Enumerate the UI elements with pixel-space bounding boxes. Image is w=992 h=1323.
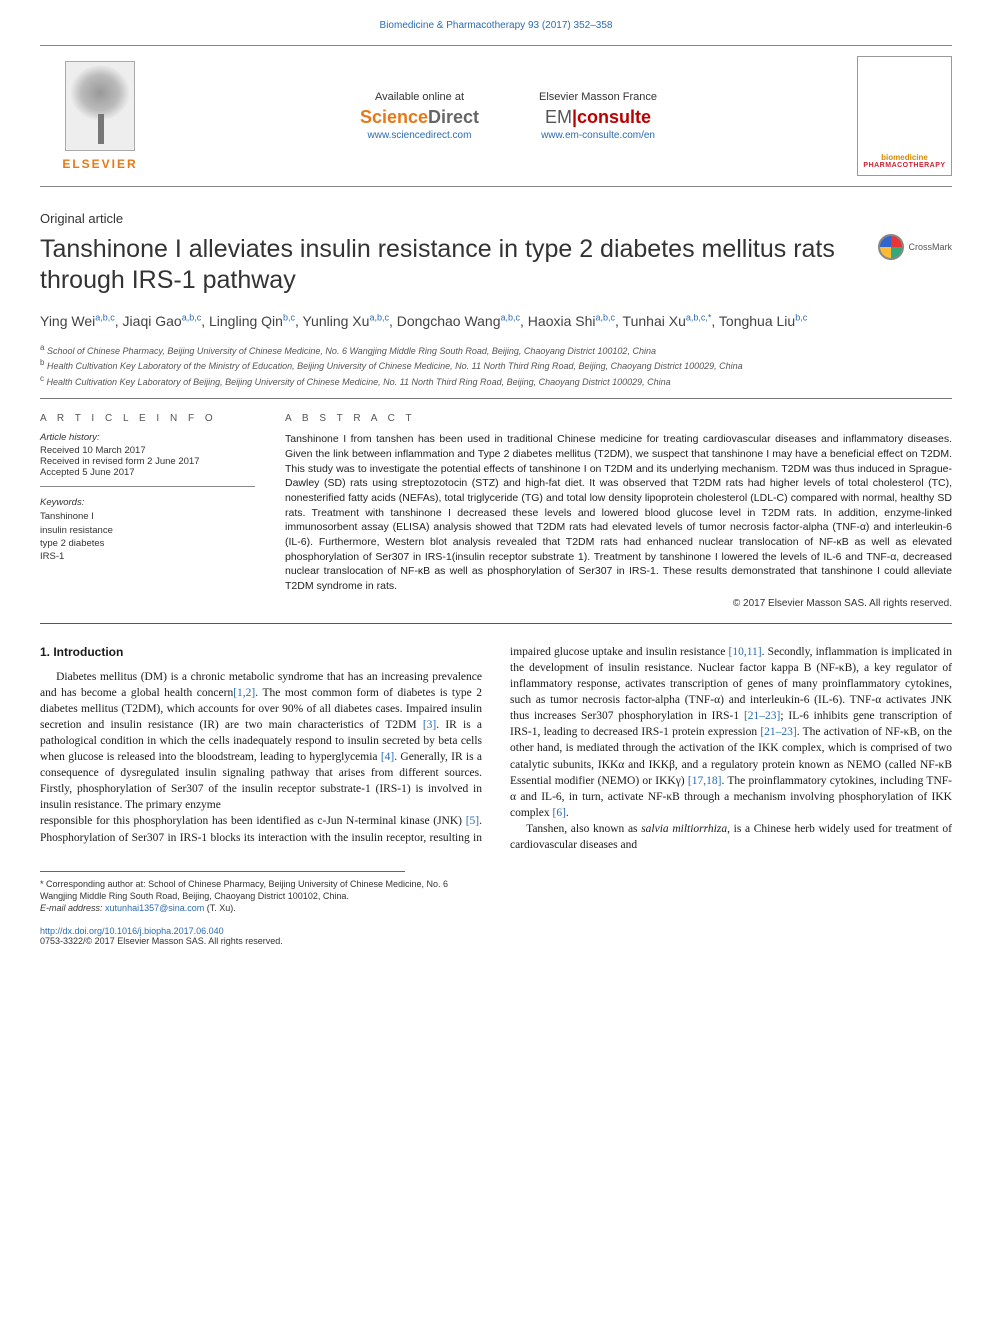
em-logo-consulte: consulte [577,107,651,127]
email-label: E-mail address: [40,903,103,913]
article-info-sidebar: A R T I C L E I N F O Article history: R… [40,413,255,609]
corresponding-author-note: * Corresponding author at: School of Chi… [40,878,478,902]
sciencedirect-url[interactable]: www.sciencedirect.com [360,130,479,141]
author-list: Ying Weia,b,c, Jiaqi Gaoa,b,c, Lingling … [40,311,952,332]
elsevier-tree-icon [65,61,135,151]
journal-name-1: biomedicine [881,153,928,162]
abstract-head: A B S T R A C T [285,413,952,424]
affiliations: a School of Chinese Pharmacy, Beijing Un… [40,342,952,389]
banner-middle: Available online at ScienceDirect www.sc… [160,91,857,141]
history-received: Received 10 March 2017 [40,445,255,456]
article-info-head: A R T I C L E I N F O [40,413,255,424]
journal-name-2: PHARMACOTHERAPY [863,162,945,169]
body-paragraph: Diabetes mellitus (DM) is a chronic meta… [40,669,482,814]
em-consulte-block: Elsevier Masson France EM|consulte www.e… [539,91,657,141]
footnote-separator [40,871,405,872]
crossmark-badge[interactable]: CrossMark [878,234,952,260]
affiliation-c: c Health Cultivation Key Laboratory of B… [40,373,952,389]
em-consulte-logo[interactable]: EM|consulte [539,107,657,128]
abstract-text: Tanshinone I from tanshen has been used … [285,432,952,594]
crossmark-icon [878,234,904,260]
divider [40,398,952,399]
elsevier-masson-label: Elsevier Masson France [539,91,657,103]
history-label: Article history: [40,432,255,443]
abstract-column: A B S T R A C T Tanshinone I from tanshe… [285,413,952,609]
available-online-label: Available online at [360,91,479,103]
article-section-type: Original article [40,211,952,226]
issn-copyright: 0753-3322/© 2017 Elsevier Masson SAS. Al… [40,936,952,946]
heading-introduction: 1. Introduction [40,644,482,661]
em-consulte-url[interactable]: www.em-consulte.com/en [539,130,657,141]
affiliation-b: b Health Cultivation Key Laboratory of t… [40,357,952,373]
running-head: Biomedicine & Pharmacotherapy 93 (2017) … [40,20,952,31]
crossmark-label: CrossMark [908,242,952,252]
footnotes: * Corresponding author at: School of Chi… [40,878,478,914]
doi-block: http://dx.doi.org/10.1016/j.biopha.2017.… [40,926,952,946]
history-accepted: Accepted 5 June 2017 [40,467,255,478]
keywords-label: Keywords: [40,497,255,508]
sciencedirect-block: Available online at ScienceDirect www.sc… [360,91,479,141]
sciencedirect-logo[interactable]: ScienceDirect [360,107,479,128]
body-paragraph: Tanshen, also known as salvia miltiorrhi… [510,821,952,853]
article-title: Tanshinone I alleviates insulin resistan… [40,234,866,297]
divider [40,623,952,624]
keywords-list: Tanshinone Iinsulin resistancetype 2 dia… [40,510,255,563]
abstract-copyright: © 2017 Elsevier Masson SAS. All rights r… [285,598,952,609]
affiliation-a: a School of Chinese Pharmacy, Beijing Un… [40,342,952,358]
publisher-banner: ELSEVIER Available online at ScienceDire… [40,45,952,187]
doi-link[interactable]: http://dx.doi.org/10.1016/j.biopha.2017.… [40,926,952,936]
elsevier-logo-block: ELSEVIER [40,61,160,171]
em-logo-em: EM [545,107,572,127]
email-name: (T. Xu). [207,903,236,913]
article-body: 1. Introduction Diabetes mellitus (DM) i… [40,644,952,853]
history-revised: Received in revised form 2 June 2017 [40,456,255,467]
email-line: E-mail address: xutunhai1357@sina.com (T… [40,902,478,914]
sd-logo-direct: Direct [428,107,479,127]
sd-logo-science: Science [360,107,428,127]
journal-cover-thumb[interactable]: biomedicine PHARMACOTHERAPY [857,56,952,176]
corresponding-email[interactable]: xutunhai1357@sina.com [105,903,204,913]
elsevier-wordmark: ELSEVIER [62,157,137,171]
